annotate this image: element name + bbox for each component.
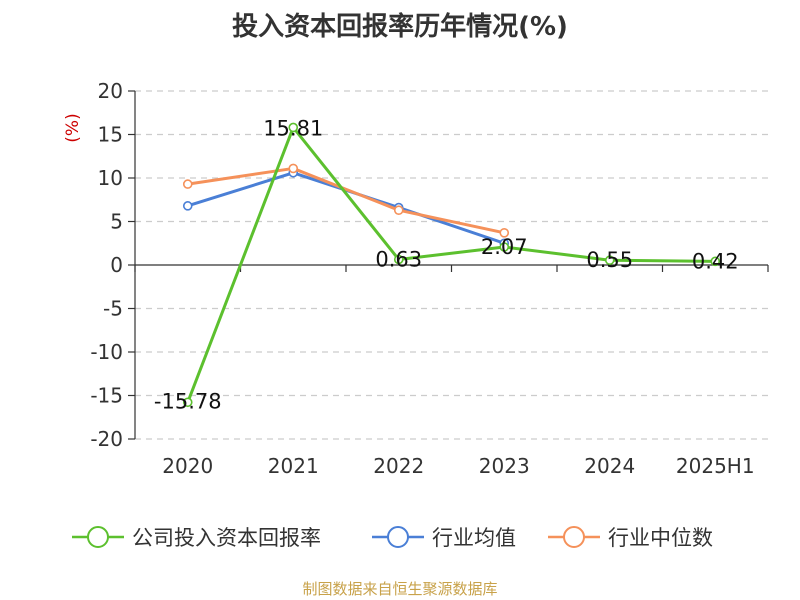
- y-tick-label: 0: [110, 253, 123, 277]
- y-tick-label: -20: [90, 427, 123, 451]
- legend-label: 行业中位数: [608, 526, 713, 550]
- data-label: 0.55: [586, 248, 633, 272]
- legend-label: 公司投入资本回报率: [132, 526, 321, 550]
- x-tick-label: 2025H1: [676, 454, 755, 478]
- data-source-note: 制图数据来自恒生聚源数据库: [302, 580, 498, 598]
- data-point: [393, 205, 404, 215]
- data-label: 0.63: [375, 248, 422, 272]
- y-tick-label: -10: [90, 340, 123, 364]
- data-point: [604, 255, 615, 266]
- x-tick-label: 2023: [479, 454, 530, 478]
- data-point: [393, 254, 404, 265]
- legend-marker: [563, 526, 585, 548]
- data-point: [499, 242, 510, 252]
- y-tick-label: 10: [98, 166, 123, 190]
- x-tick-label: 2022: [373, 454, 424, 478]
- data-point: [182, 179, 193, 189]
- data-label: 15.81: [263, 116, 323, 140]
- y-tick-label: -15: [90, 384, 123, 408]
- data-label: 2.07: [481, 235, 528, 259]
- y-axis-unit: (%): [63, 113, 83, 142]
- data-point: [182, 397, 193, 408]
- series-line: [187, 171, 505, 245]
- data-label: 0.42: [692, 249, 739, 273]
- y-tick-label: -5: [103, 297, 123, 321]
- data-point: [182, 201, 193, 211]
- legend-label: 行业均值: [432, 526, 516, 550]
- data-point: [288, 122, 299, 133]
- series-line: [187, 166, 505, 235]
- y-tick-label: 15: [98, 123, 123, 147]
- chart-title: 投入资本回报率历年情况(%): [232, 12, 568, 42]
- data-label: -15.78: [154, 389, 222, 413]
- data-point: [288, 163, 299, 174]
- legend-marker: [87, 526, 109, 548]
- y-tick-label: 20: [98, 79, 123, 103]
- data-point: [499, 228, 510, 238]
- x-tick-label: 2020: [162, 454, 213, 478]
- series-line: [186, 125, 716, 403]
- data-point: [710, 256, 721, 267]
- x-tick-label: 2024: [584, 454, 635, 478]
- x-tick-label: 2021: [268, 454, 319, 478]
- legend-marker: [387, 526, 409, 548]
- y-tick-label: 5: [110, 210, 123, 234]
